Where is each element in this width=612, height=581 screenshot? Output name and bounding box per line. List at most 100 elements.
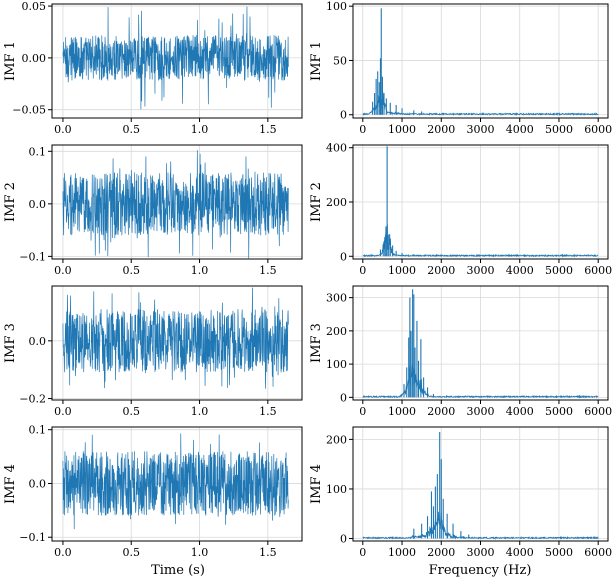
y-axis-label: IMF 1 bbox=[3, 41, 18, 81]
x-tick-label: 0.0 bbox=[54, 405, 72, 418]
y-tick-label: 0.0 bbox=[29, 477, 47, 490]
y-tick-label: 0 bbox=[340, 533, 347, 546]
y-tick-label: 0.1 bbox=[29, 145, 47, 158]
x-tick-label: 1000 bbox=[388, 546, 416, 559]
subplot-imf3-spectrum: 0 1000 2000 3000 4000 5000 6000 0 100 200 300 IMF 3 bbox=[309, 285, 612, 418]
x-tick-label: 1.0 bbox=[191, 264, 209, 277]
y-tick-label: 0 bbox=[340, 250, 347, 263]
x-tick-label: 4000 bbox=[506, 123, 534, 136]
y-tick-label: 0.0 bbox=[29, 335, 47, 348]
x-tick-label: 2000 bbox=[427, 123, 455, 136]
subplot-imf1-time: 0.0 0.5 1.0 1.5 0.05 0.00 −0.05 IMF 1 bbox=[3, 0, 303, 136]
plot-area bbox=[362, 8, 599, 117]
axes-frame bbox=[51, 426, 303, 542]
plot-area bbox=[62, 433, 289, 530]
subplot-imf2-spectrum: 0 1000 2000 3000 4000 5000 6000 0 200 400 IMF 2 bbox=[309, 142, 612, 277]
subplot-imf3-time: 0.0 0.5 1.0 1.5 0.0 −0.2 IMF 3 bbox=[3, 285, 303, 418]
y-tick-label: −0.2 bbox=[19, 393, 46, 406]
y-axis-label: IMF 3 bbox=[309, 323, 324, 363]
x-tick-label: 3000 bbox=[467, 405, 495, 418]
y-tick-label: 100 bbox=[326, 358, 347, 371]
y-tick-label: 0.1 bbox=[29, 424, 47, 437]
spectrum-series bbox=[362, 365, 599, 399]
x-tick-label: 0 bbox=[359, 405, 366, 418]
y-axis-label: IMF 4 bbox=[3, 464, 18, 504]
x-tick-label: 0.5 bbox=[122, 405, 140, 418]
plot-area bbox=[362, 431, 599, 540]
x-tick-label: 6000 bbox=[584, 264, 612, 277]
y-tick-label: 0.00 bbox=[22, 52, 47, 65]
y-tick-label: 200 bbox=[326, 325, 347, 338]
x-tick-label: 5000 bbox=[545, 264, 573, 277]
x-tick-label: 0 bbox=[359, 123, 366, 136]
plot-area bbox=[62, 150, 289, 259]
x-tick-label: 1.0 bbox=[191, 405, 209, 418]
x-tick-label: 1.0 bbox=[191, 546, 209, 559]
x-tick-label: 5000 bbox=[545, 123, 573, 136]
x-tick-label: 0.5 bbox=[122, 123, 140, 136]
x-tick-label: 2000 bbox=[427, 264, 455, 277]
y-tick-label: 0 bbox=[340, 391, 347, 404]
x-tick-label: 1.0 bbox=[191, 123, 209, 136]
x-tick-label: 2000 bbox=[427, 546, 455, 559]
x-tick-label: 6000 bbox=[584, 546, 612, 559]
y-tick-label: −0.1 bbox=[19, 250, 46, 263]
y-tick-label: 200 bbox=[326, 433, 347, 446]
frequency-axis-title: Frequency (Hz) bbox=[429, 563, 532, 578]
x-tick-label: 2000 bbox=[427, 405, 455, 418]
y-axis-label: IMF 2 bbox=[309, 182, 324, 222]
imf-waveform-series bbox=[62, 433, 289, 530]
x-tick-label: 4000 bbox=[506, 546, 534, 559]
imf-waveform-series bbox=[62, 150, 289, 259]
plot-area bbox=[362, 289, 599, 399]
x-tick-label: 6000 bbox=[584, 405, 612, 418]
y-axis-label: IMF 4 bbox=[309, 464, 324, 504]
subplot-imf4-spectrum: 0 1000 2000 3000 4000 5000 6000 0 100 200 IMF 4 bbox=[309, 426, 612, 559]
x-tick-label: 3000 bbox=[467, 546, 495, 559]
imf-waveform-series bbox=[62, 287, 289, 389]
x-tick-label: 6000 bbox=[584, 123, 612, 136]
subplot-imf2-time: 0.0 0.5 1.0 1.5 0.1 0.0 −0.1 IMF 2 bbox=[3, 144, 303, 277]
axes-frame bbox=[51, 144, 303, 260]
y-tick-label: 50 bbox=[333, 54, 347, 67]
axes-frame bbox=[51, 285, 303, 401]
x-tick-label: 1.5 bbox=[259, 123, 277, 136]
y-tick-label: −0.1 bbox=[19, 531, 46, 544]
y-tick-label: 100 bbox=[326, 0, 347, 13]
subplot-imf4-time: 0.0 0.5 1.0 1.5 0.1 0.0 −0.1 IMF 4 bbox=[3, 424, 303, 559]
y-tick-label: 400 bbox=[326, 142, 347, 155]
plot-area bbox=[62, 287, 289, 389]
y-tick-label: 100 bbox=[326, 483, 347, 496]
imf-waveform-series bbox=[62, 6, 289, 110]
x-tick-label: 1.5 bbox=[259, 405, 277, 418]
y-tick-label: −0.05 bbox=[12, 104, 46, 117]
x-tick-label: 0 bbox=[359, 264, 366, 277]
x-tick-label: 0 bbox=[359, 546, 366, 559]
time-axis-title: Time (s) bbox=[151, 563, 205, 578]
x-tick-label: 1.5 bbox=[259, 264, 277, 277]
x-tick-label: 1000 bbox=[388, 123, 416, 136]
y-axis-label: IMF 1 bbox=[309, 41, 324, 81]
x-tick-label: 4000 bbox=[506, 264, 534, 277]
axes-frame bbox=[51, 3, 303, 119]
x-tick-label: 0.0 bbox=[54, 264, 72, 277]
x-tick-label: 5000 bbox=[545, 405, 573, 418]
x-tick-label: 3000 bbox=[467, 123, 495, 136]
x-tick-label: 1000 bbox=[388, 405, 416, 418]
y-tick-label: 300 bbox=[326, 292, 347, 305]
y-axis-label: IMF 3 bbox=[3, 323, 18, 363]
plot-area bbox=[362, 146, 599, 258]
y-tick-label: 0.05 bbox=[22, 0, 47, 13]
x-tick-label: 0.0 bbox=[54, 123, 72, 136]
x-tick-label: 1000 bbox=[388, 264, 416, 277]
x-tick-label: 1.5 bbox=[259, 546, 277, 559]
x-tick-label: 0.5 bbox=[122, 546, 140, 559]
y-tick-label: 200 bbox=[326, 196, 347, 209]
subplot-imf1-spectrum: 0 1000 2000 3000 4000 5000 6000 0 50 100 IMF 1 bbox=[309, 0, 612, 136]
x-tick-label: 4000 bbox=[506, 405, 534, 418]
y-tick-label: 0.0 bbox=[29, 198, 47, 211]
x-tick-label: 5000 bbox=[545, 546, 573, 559]
plot-area bbox=[62, 6, 289, 110]
